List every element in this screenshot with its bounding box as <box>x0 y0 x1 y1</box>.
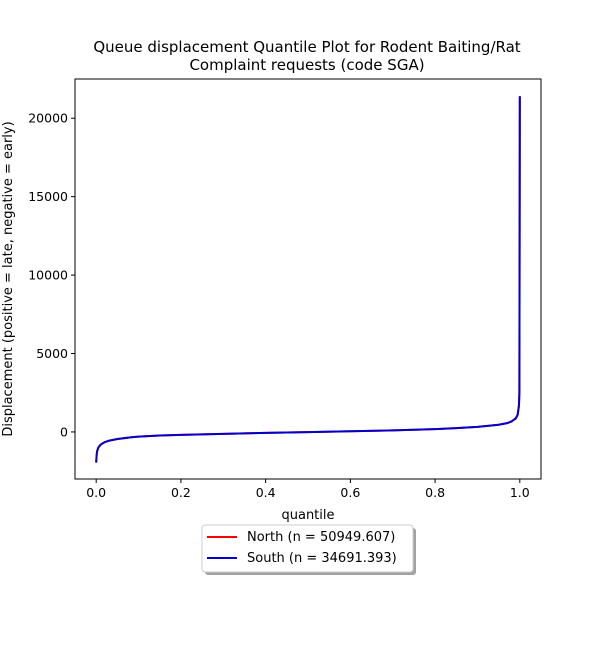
legend-label-north: North (n = 50949.607) <box>247 530 395 545</box>
y-tick-label: 15000 <box>28 189 68 204</box>
chart-title-line2: Complaint requests (code SGA) <box>189 56 424 74</box>
chart-title-line1: Queue displacement Quantile Plot for Rod… <box>93 38 520 56</box>
y-axis-ticks: 0 5000 10000 15000 20000 <box>28 111 75 439</box>
x-tick-label: 0.8 <box>425 485 445 500</box>
y-tick-label: 10000 <box>28 268 68 283</box>
x-tick-label: 1.0 <box>510 485 530 500</box>
x-tick-label: 0.2 <box>171 485 191 500</box>
x-tick-label: 0.4 <box>256 485 276 500</box>
x-tick-label: 0.0 <box>86 485 106 500</box>
x-axis-ticks: 0.0 0.2 0.4 0.6 0.8 1.0 <box>86 479 530 500</box>
x-axis-label: quantile <box>281 508 334 523</box>
y-tick-label: 20000 <box>28 111 68 126</box>
plot-area-frame <box>74 78 542 480</box>
legend-box <box>201 524 414 573</box>
series-lines <box>95 96 521 463</box>
legend: North (n = 50949.607) South (n = 34691.3… <box>201 524 416 575</box>
y-tick-label: 5000 <box>36 346 68 361</box>
series-line-north <box>95 96 521 463</box>
y-tick-label: 0 <box>60 424 68 439</box>
series-line-south <box>95 96 521 463</box>
x-tick-label: 0.6 <box>340 485 360 500</box>
legend-label-south: South (n = 34691.393) <box>247 551 397 566</box>
y-axis-label: Displacement (positive = late, negative … <box>1 121 16 436</box>
